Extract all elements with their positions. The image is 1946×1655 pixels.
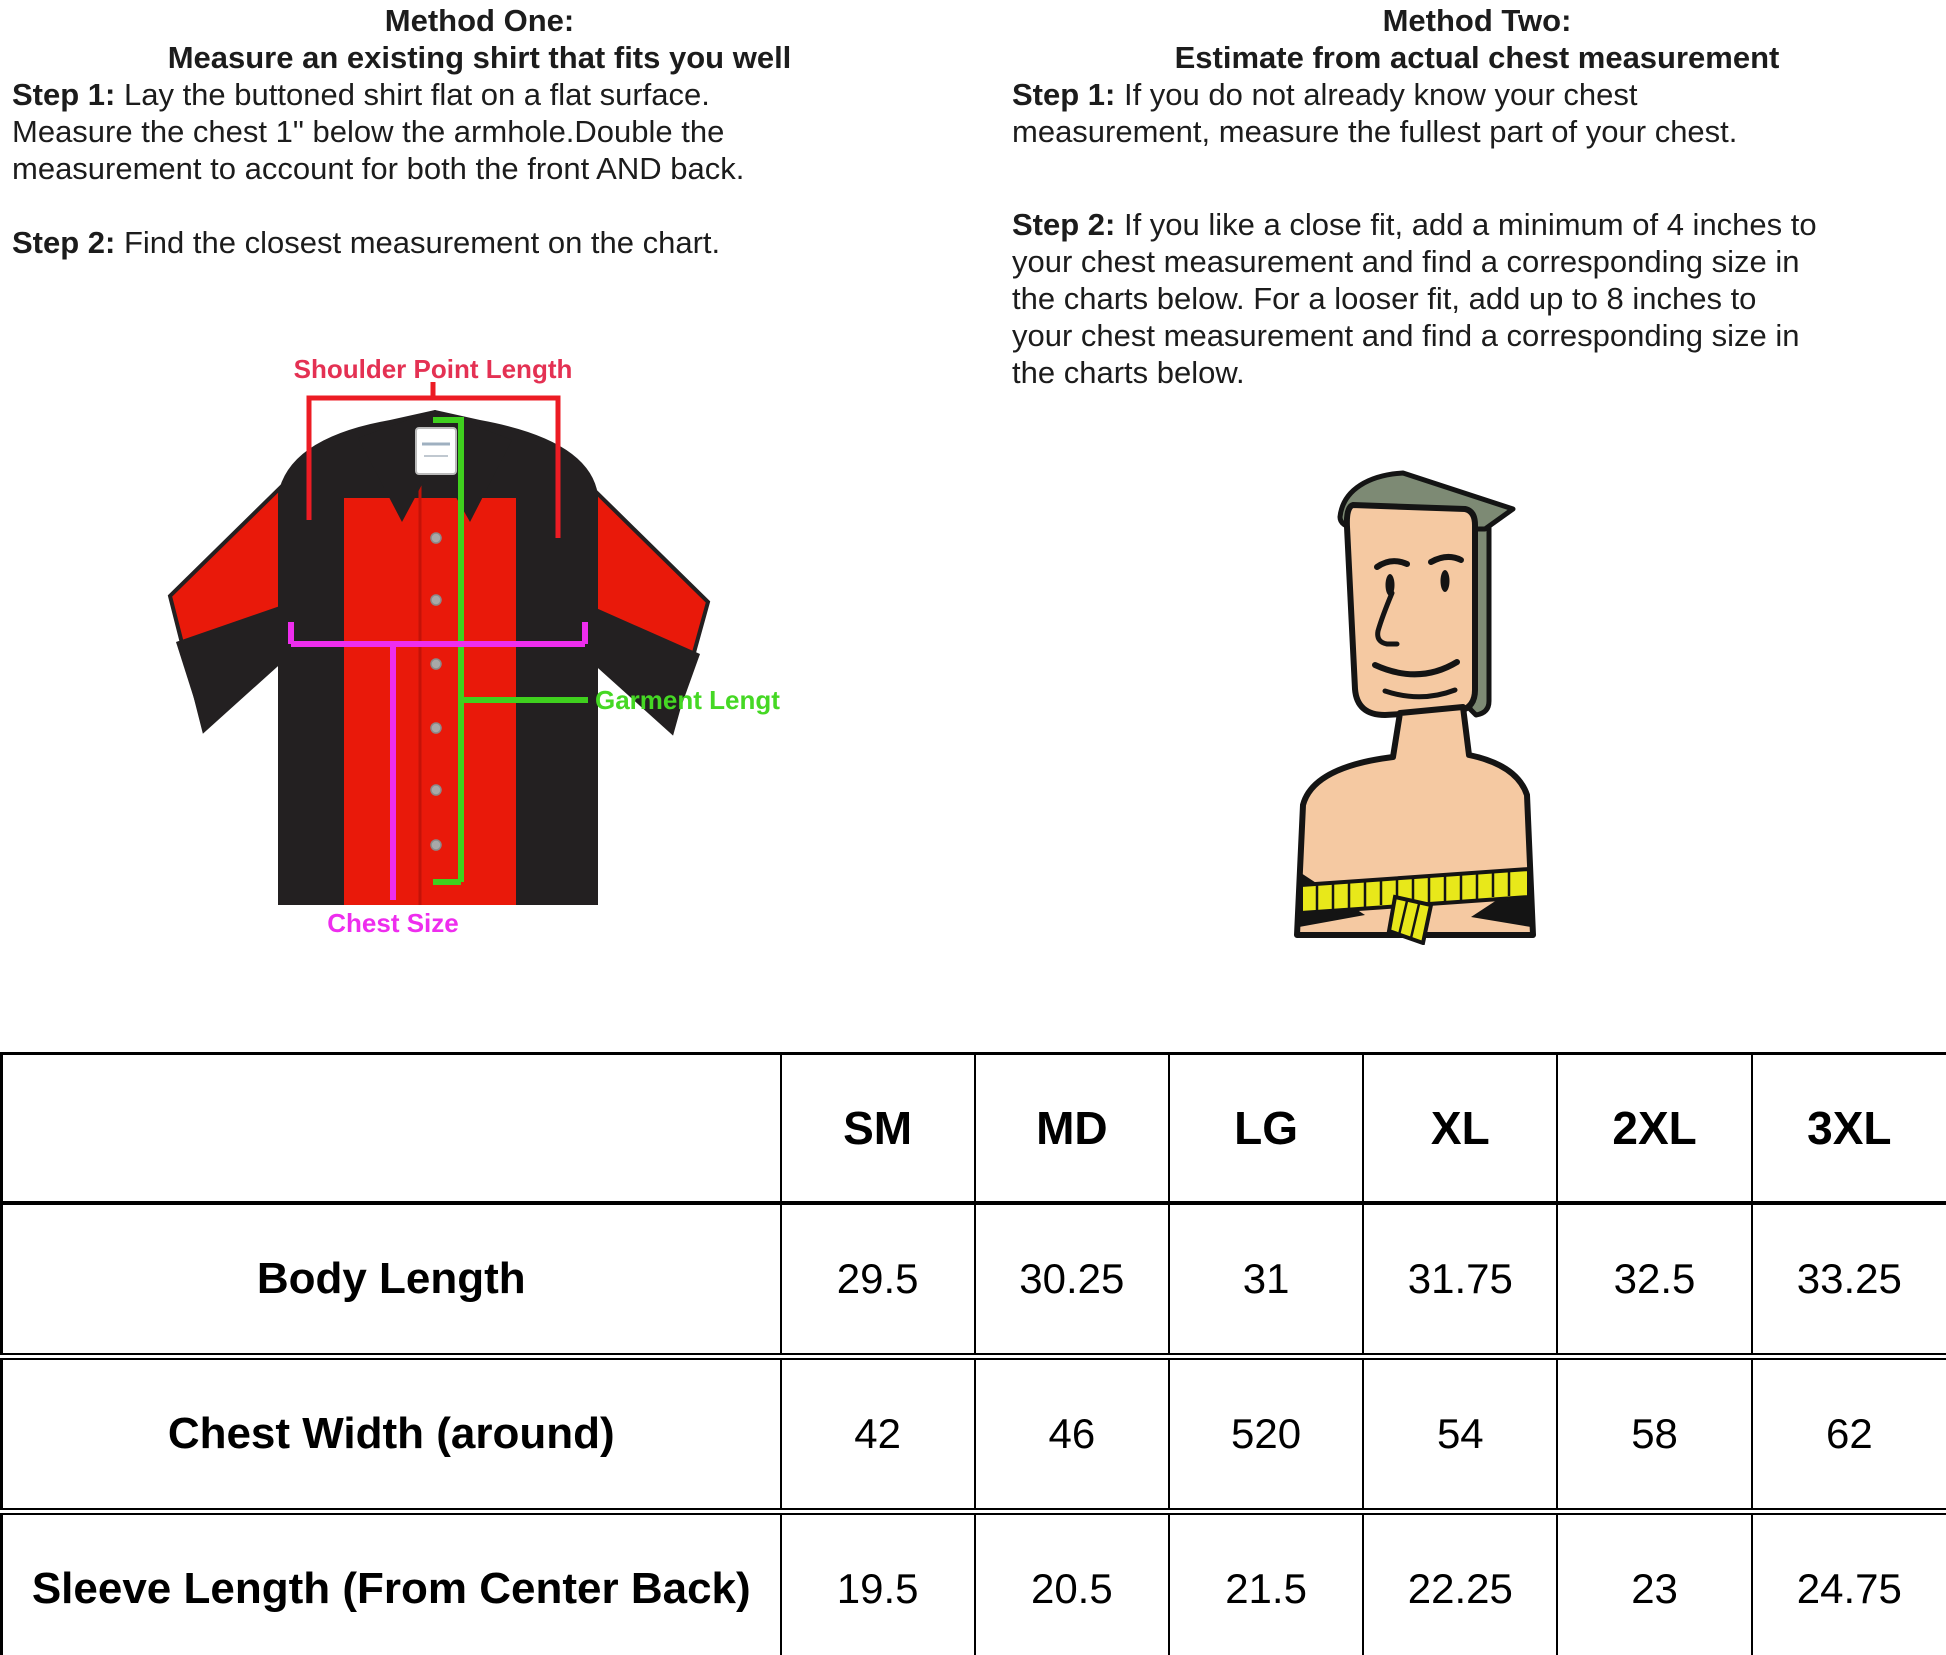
garment-length-label: Garment Length [595, 685, 780, 715]
man-illustration [1294, 470, 1536, 946]
cell-value: 54 [1362, 1353, 1559, 1512]
table-row-sleeve-length: Sleeve Length (From Center Back) 19.5 20… [0, 1508, 1946, 1655]
cell-value: 29.5 [779, 1203, 976, 1357]
col-header-3xl: 3XL [1750, 1053, 1946, 1205]
method-one-section: Method One: Measure an existing shirt th… [12, 2, 947, 261]
method-two-subtitle: Estimate from actual chest measurement [1174, 40, 1780, 75]
method-one-step1-line1: Step 1: Lay the buttoned shirt flat on a… [12, 77, 710, 112]
cell-value: 62 [1750, 1353, 1946, 1512]
shoulder-point-label: Shoulder Point Length [294, 354, 573, 384]
cell-value: 31 [1167, 1203, 1365, 1357]
shoulder-point-bracket [306, 382, 561, 538]
cell-value: 31.75 [1362, 1203, 1559, 1357]
method-two-title: Method Two: [1382, 3, 1572, 38]
method-one-step1-line2: Measure the chest 1" below the armhole.D… [12, 114, 725, 149]
shirt-sleeves [167, 483, 711, 736]
cell-value: 22.25 [1362, 1508, 1559, 1655]
method-one-subtitle: Measure an existing shirt that fits you … [167, 40, 792, 75]
cell-value: 20.5 [973, 1508, 1170, 1655]
shirt-diagram-illustration: Shoulder Point Length Garment Length Che… [167, 354, 796, 938]
method-two-step2-line4: your chest measurement and find a corres… [1012, 318, 1800, 353]
cell-value: 58 [1556, 1353, 1753, 1512]
step2-label: Step 2: [12, 225, 116, 260]
cell-value: 520 [1167, 1353, 1365, 1512]
cell-value: 46 [973, 1353, 1170, 1512]
cell-value: 32.5 [1556, 1203, 1753, 1357]
table-row-body-length: Body Length 29.5 30.25 31 31.75 32.5 33.… [0, 1203, 1946, 1357]
step1-label: Step 1: [12, 77, 116, 112]
method-two-section: Method Two: Estimate from actual chest m… [1012, 2, 1942, 391]
shirt-neck-label [415, 427, 457, 475]
method-two-step2-line1: Step 2: If you like a close fit, add a m… [1012, 207, 1817, 242]
cell-value: 23 [1556, 1508, 1753, 1655]
man-face [1343, 502, 1478, 718]
method-two-step2-line3: the charts below. For a looser fit, add … [1012, 281, 1757, 316]
cell-value: 21.5 [1167, 1508, 1365, 1655]
man-face-features [1372, 554, 1464, 700]
method-two-step1-line2: measurement, measure the fullest part of… [1012, 114, 1738, 149]
chest-measure-man [1285, 465, 1545, 946]
chest-size-line [288, 622, 588, 900]
method-one-step2-line1: Step 2: Find the closest measurement on … [12, 225, 721, 260]
col-header-md: MD [973, 1053, 1170, 1205]
row-label-chest-width: Chest Width (around) [0, 1353, 782, 1512]
col-header-lg: LG [1167, 1053, 1365, 1205]
cell-value: 42 [779, 1353, 976, 1512]
shirt-measure-diagram: Shoulder Point Length Garment Length Che… [120, 270, 796, 970]
table-corner-cell [0, 1053, 782, 1205]
step1-label: Step 1: [1012, 77, 1116, 112]
method-two-step1-line1: Step 1: If you do not already know your … [1012, 77, 1638, 112]
size-table-header-row: SM MD LG XL 2XL 3XL [0, 1053, 1946, 1205]
cell-value: 33.25 [1750, 1203, 1946, 1357]
spacer [1012, 150, 1942, 206]
col-header-2xl: 2XL [1556, 1053, 1753, 1205]
row-label-body-length: Body Length [0, 1203, 782, 1357]
shirt-buttons [430, 532, 442, 851]
cell-value: 19.5 [779, 1508, 976, 1655]
method-one-title: Method One: [384, 3, 575, 38]
measuring-tape [1299, 866, 1531, 946]
method-two-step2-line5: the charts below. [1012, 355, 1245, 390]
method-two-step2-line2: your chest measurement and find a corres… [1012, 244, 1800, 279]
step2-label: Step 2: [1012, 207, 1116, 242]
size-chart-table: SM MD LG XL 2XL 3XL Body Length 29.5 30.… [0, 1052, 1946, 1655]
row-label-sleeve-length: Sleeve Length (From Center Back) [0, 1508, 782, 1655]
garment-length-line [433, 417, 588, 885]
spacer [12, 187, 947, 224]
method-one-step1-line3: measurement to account for both the fron… [12, 151, 745, 186]
col-header-sm: SM [779, 1053, 976, 1205]
cell-value: 24.75 [1750, 1508, 1946, 1655]
man-eyes [1385, 570, 1450, 596]
chest-size-label: Chest Size [327, 908, 459, 938]
col-header-xl: XL [1362, 1053, 1559, 1205]
table-row-chest-width: Chest Width (around) 42 46 520 54 58 62 [0, 1353, 1946, 1512]
cell-value: 30.25 [973, 1203, 1170, 1357]
